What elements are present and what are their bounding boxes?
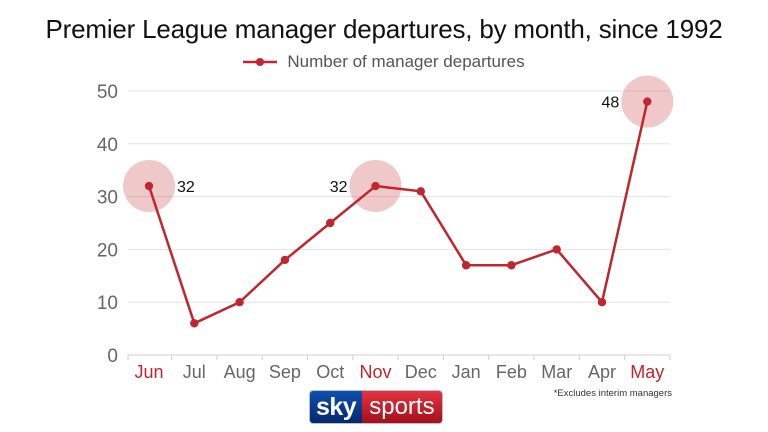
x-tick-label: Apr (588, 362, 616, 382)
y-tick-label: 50 (97, 82, 118, 103)
y-tick-label: 40 (97, 135, 118, 156)
data-point (190, 319, 199, 328)
data-label: 32 (330, 179, 348, 196)
legend-label: Number of manager departures (287, 52, 525, 71)
data-point (235, 298, 244, 307)
data-point (416, 187, 425, 196)
data-point (371, 181, 380, 191)
y-tick-label: 10 (97, 293, 118, 314)
x-tick-label: Dec (405, 362, 437, 382)
data-point (144, 181, 154, 191)
x-tick-label: Jun (134, 362, 163, 382)
data-point (507, 261, 516, 270)
data-point (597, 298, 607, 307)
data-point (461, 261, 471, 270)
x-tick-label: Jan (452, 362, 481, 382)
legend-line-marker-icon (243, 58, 278, 66)
x-tick-label: Oct (316, 362, 344, 382)
x-tick-label: May (630, 362, 664, 382)
x-tick-label: Sep (269, 362, 301, 382)
y-tick-label: 30 (97, 188, 118, 209)
data-point (280, 255, 290, 265)
data-label: 48 (602, 95, 620, 112)
chart-title: Premier League manager departures, by mo… (45, 14, 723, 44)
footnote: *Excludes interim managers (553, 388, 672, 399)
logo-sports-text: sports (362, 391, 442, 423)
series-line (147, 101, 649, 325)
data-point (643, 97, 652, 106)
x-tick-label: Nov (359, 362, 391, 382)
legend: Number of manager departures (0, 52, 768, 72)
x-tick-label: Feb (496, 362, 527, 382)
sky-sports-logo: sky sports (310, 391, 442, 423)
data-label: 32 (177, 179, 195, 196)
x-tick-label: Jul (183, 362, 206, 382)
y-tick-label: 0 (107, 346, 118, 367)
y-tick-label: 20 (97, 240, 118, 261)
x-tick-label: Aug (224, 362, 256, 382)
data-point (552, 245, 561, 254)
logo-sky-text: sky (310, 391, 363, 423)
data-point (326, 218, 335, 228)
x-tick-label: Mar (541, 362, 572, 382)
